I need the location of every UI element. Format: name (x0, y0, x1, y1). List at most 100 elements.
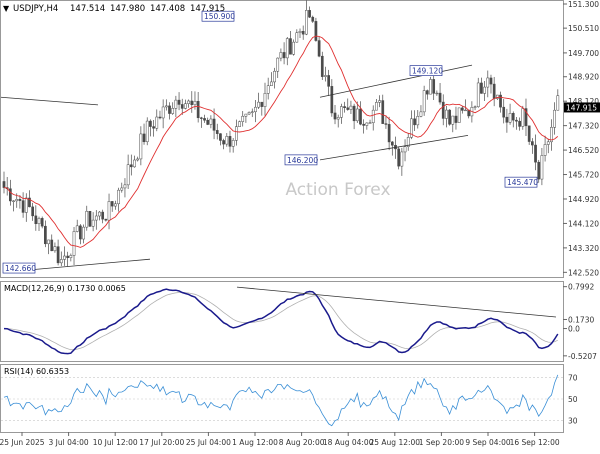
candle (460, 105, 464, 114)
candle (69, 253, 73, 262)
candle (238, 120, 241, 127)
price-tick-label: 151.300 (568, 0, 599, 9)
candle (480, 77, 483, 94)
candle (298, 28, 302, 39)
candle (225, 133, 229, 147)
x-tick-label: 17 Jul 20:00 (139, 438, 184, 447)
candle (139, 126, 143, 166)
candle (295, 29, 299, 43)
macd-tick-label: 0.1730 (568, 315, 594, 324)
candle (378, 95, 381, 108)
candle (499, 91, 502, 113)
candle (190, 91, 194, 113)
price-tick-label: 149.700 (568, 49, 599, 58)
high-value: 147.980 (110, 4, 145, 14)
candle (50, 234, 54, 252)
macd-tick-label: 0.7992 (568, 283, 594, 292)
rsi-line (3, 374, 559, 427)
candle (75, 219, 79, 233)
candle (101, 209, 105, 224)
macd-line (3, 288, 559, 355)
candle (355, 101, 359, 123)
candle (37, 216, 41, 232)
candle (550, 119, 553, 151)
candle (476, 77, 480, 108)
price-tick-label: 148.120 (568, 97, 599, 106)
candle (435, 90, 439, 96)
candle (340, 103, 343, 124)
candle (314, 17, 318, 42)
candle (254, 100, 257, 123)
candle (464, 99, 467, 112)
candle (537, 159, 541, 183)
candle (85, 205, 89, 231)
x-tick-label: 1 Sep 20:00 (419, 438, 465, 447)
candle (257, 92, 260, 109)
candle (368, 119, 372, 124)
candle (489, 74, 493, 94)
candle (2, 171, 6, 194)
x-tick-label: 25 Aug 12:00 (370, 438, 421, 447)
current-price-box (564, 102, 600, 113)
candle (94, 210, 98, 230)
candle (107, 193, 111, 230)
candle (521, 105, 525, 130)
candle (330, 79, 334, 117)
candle (279, 48, 283, 62)
candle (320, 51, 324, 80)
candle (457, 107, 461, 123)
price-annotation: 146.200 (284, 154, 318, 166)
candle (505, 108, 509, 133)
candle (168, 102, 171, 120)
candle (88, 210, 92, 227)
candle (527, 125, 531, 145)
price-tick-label: 147.320 (568, 122, 599, 131)
candle (203, 114, 206, 123)
candle (451, 115, 455, 133)
current-price-label: 147.915 (566, 103, 597, 112)
candle (336, 114, 340, 128)
candle (381, 94, 385, 124)
candle (327, 69, 331, 96)
candle (184, 99, 187, 110)
candle (34, 205, 38, 231)
candle (123, 178, 127, 198)
candle (553, 102, 556, 135)
candle (422, 85, 426, 116)
candle (104, 218, 108, 222)
candle (425, 89, 429, 100)
rsi-panel-frame (0, 364, 564, 433)
macd-tick-label: -0.5207 (568, 352, 597, 361)
candle (114, 200, 117, 210)
candle (403, 139, 407, 162)
candle (47, 239, 50, 255)
candle (120, 182, 124, 193)
candle (171, 102, 175, 115)
price-tick-label: 148.920 (568, 73, 599, 82)
candle (222, 138, 225, 150)
candle (384, 115, 388, 129)
channel-upper-line (319, 64, 473, 98)
macd-trendline (236, 286, 557, 318)
candle (82, 224, 85, 244)
candle (56, 239, 60, 266)
candle (117, 187, 120, 212)
candle (31, 202, 34, 221)
candle (158, 110, 162, 120)
candle (448, 109, 451, 126)
candle (375, 98, 378, 111)
candle (311, 15, 315, 23)
candle (209, 115, 213, 129)
candle (53, 242, 57, 253)
rsi-title: RSI(14) 60.6353 (4, 367, 69, 376)
x-tick-label: 8 Aug 20:00 (279, 438, 325, 447)
svg-text:150.900: 150.900 (204, 12, 235, 21)
symbol-label: USDJPY,H4 (13, 4, 58, 14)
candle (18, 195, 22, 209)
watermark: Action Forex (285, 180, 390, 200)
candle (63, 246, 66, 266)
price-annotation: 149.120 (409, 65, 443, 76)
svg-text:145.470: 145.470 (507, 178, 538, 187)
